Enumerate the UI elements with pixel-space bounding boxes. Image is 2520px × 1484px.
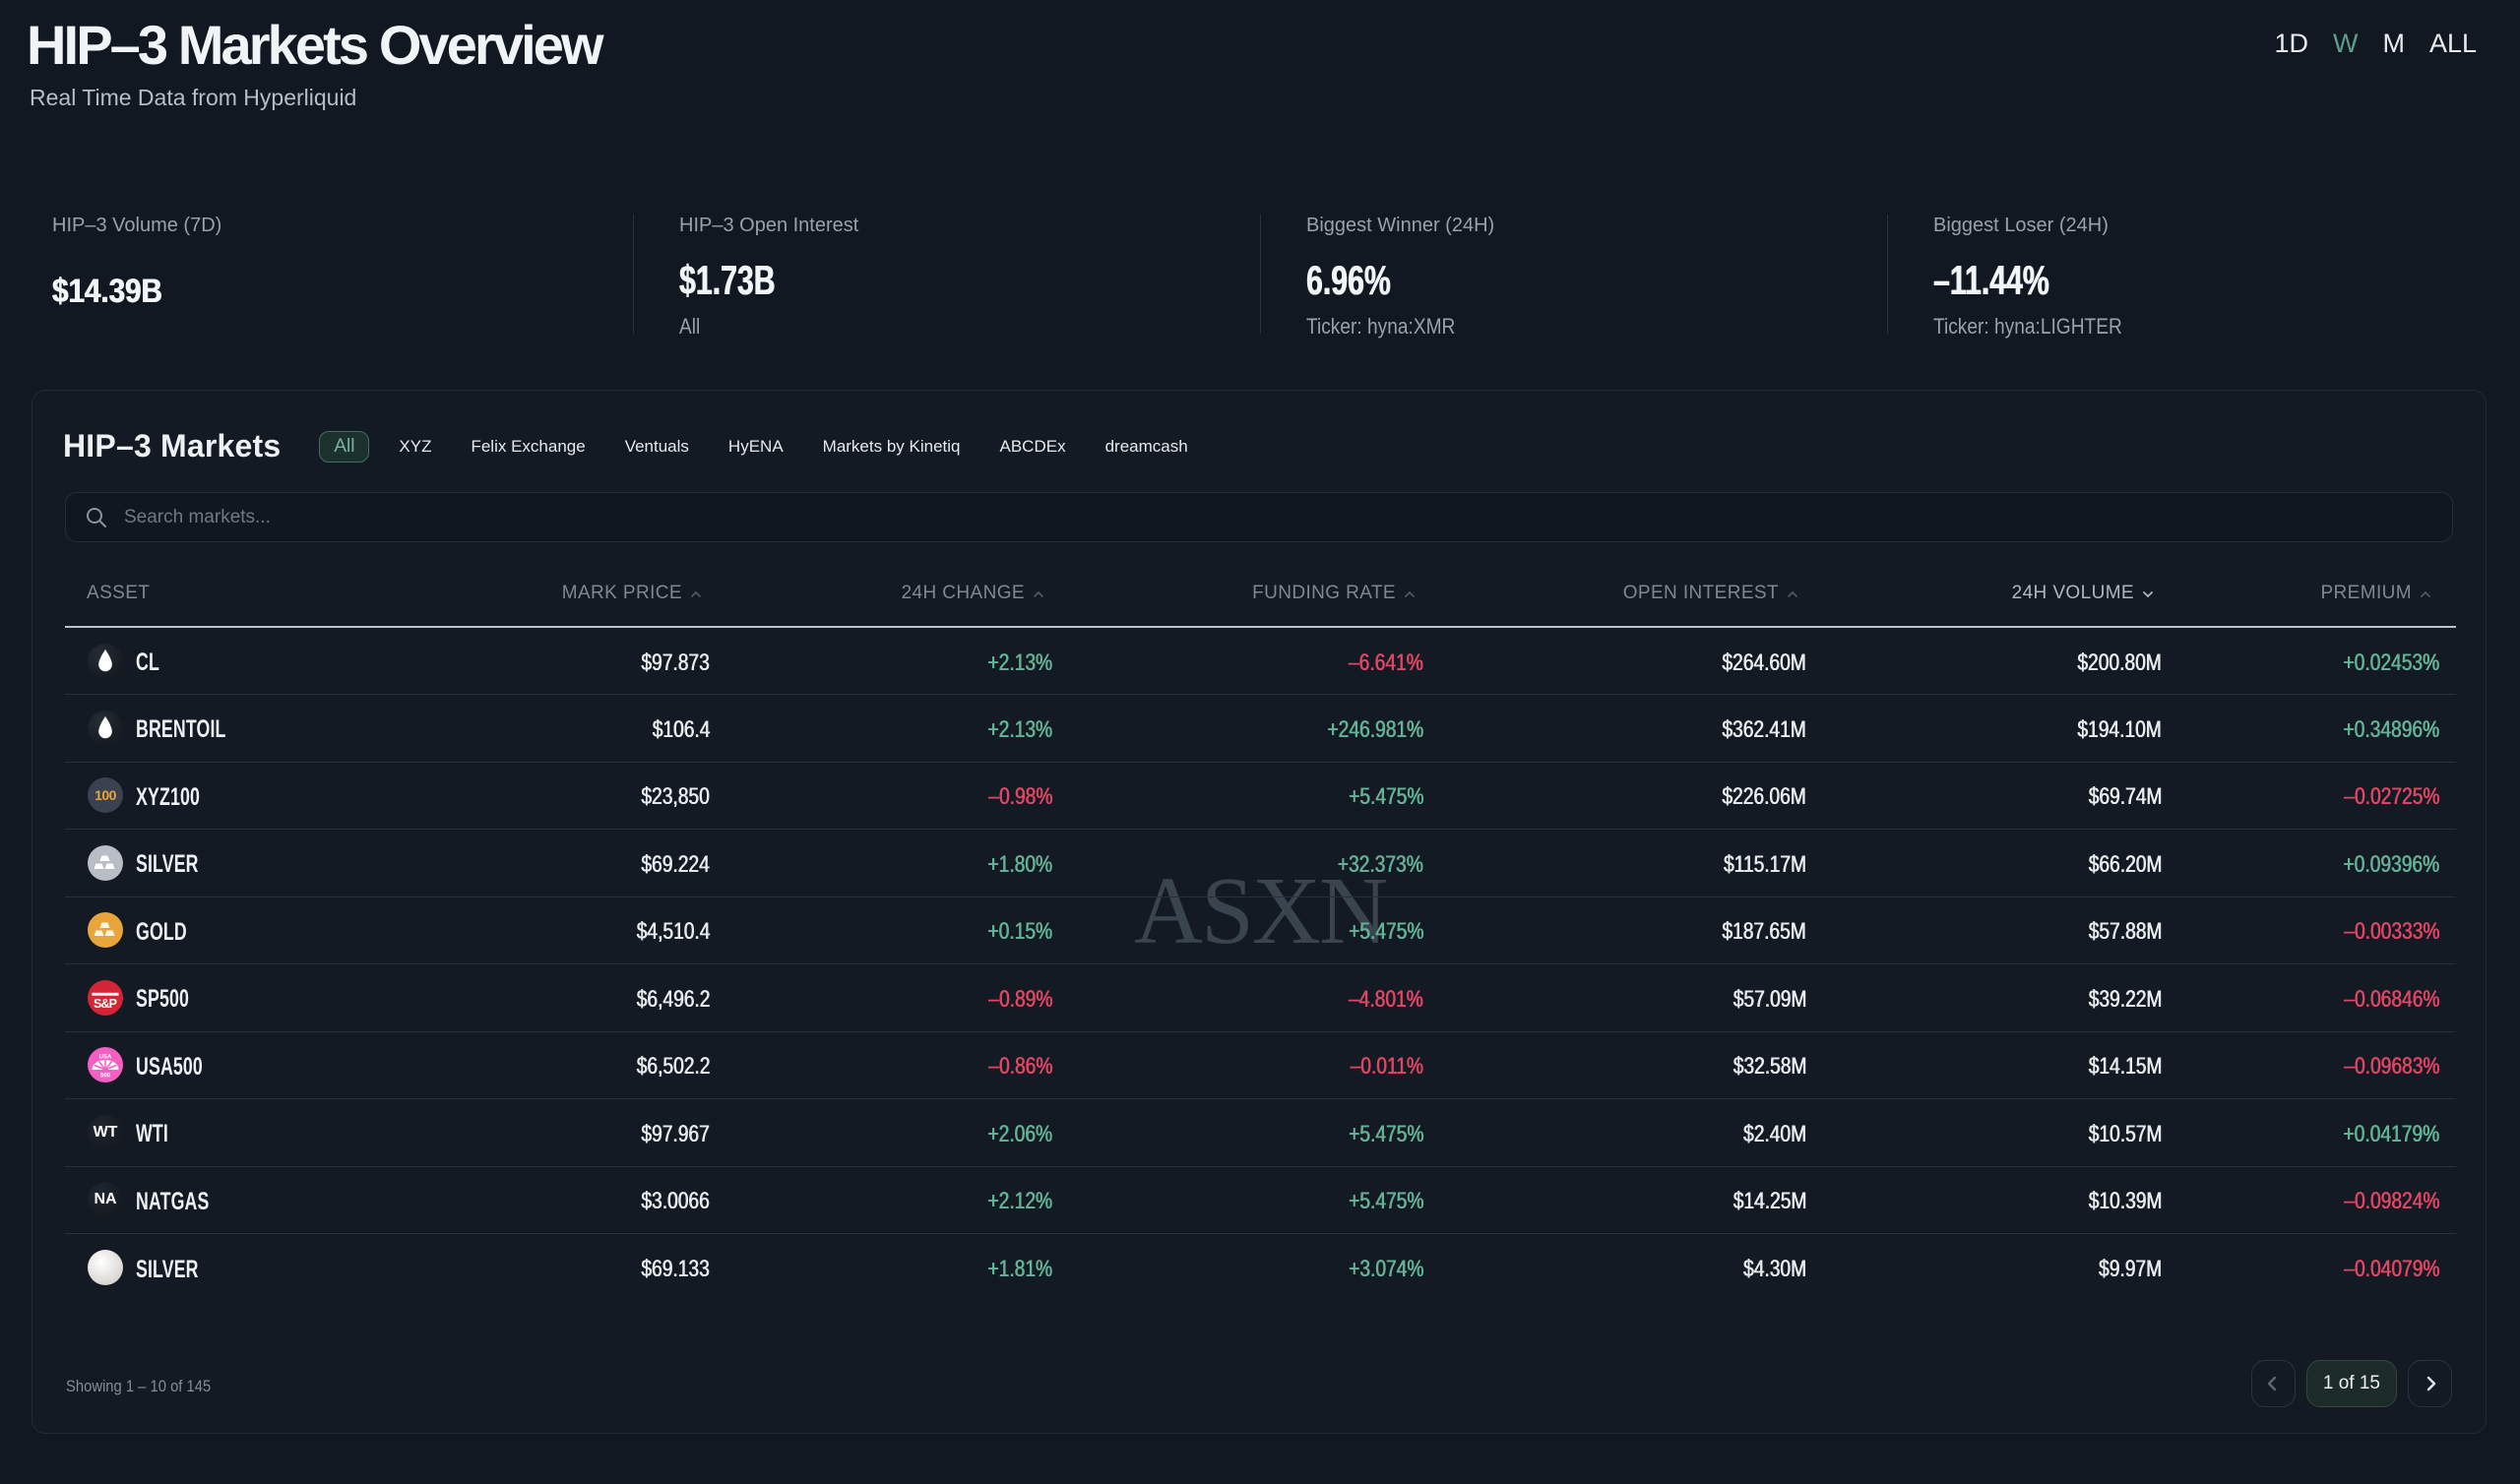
svg-text:500: 500 [100,1074,111,1080]
svg-text:S&P: S&P [94,997,117,1011]
svg-text:USA: USA [99,1055,112,1061]
